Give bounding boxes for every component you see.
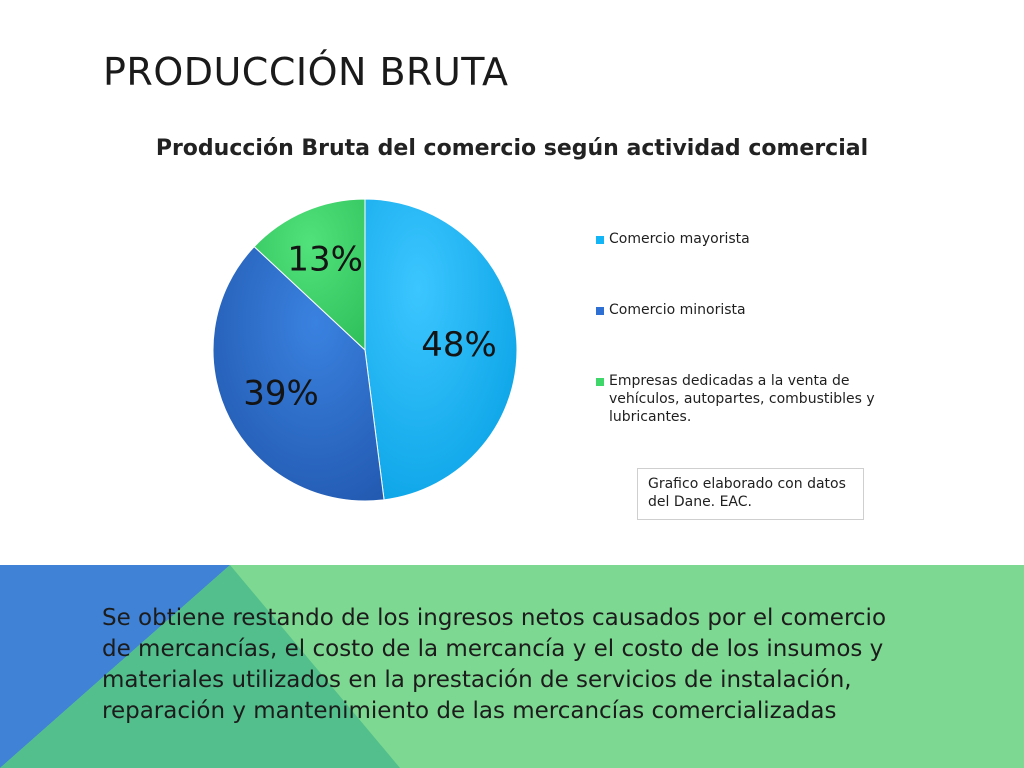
pie-data-label: 48% xyxy=(421,325,497,365)
pie-chart: 48% 39% 13% xyxy=(212,198,518,502)
pie-slice xyxy=(253,198,366,352)
legend-swatch xyxy=(596,236,604,244)
pie-data-label: 13% xyxy=(287,240,363,280)
bottom-band: Se obtiene restando de los ingresos neto… xyxy=(0,565,1024,768)
legend-item-vehiculos: Empresas dedicadas a la venta de vehícul… xyxy=(596,372,886,426)
legend-label: Comercio mayorista xyxy=(609,231,750,247)
pie-data-label: 39% xyxy=(243,374,319,414)
bottom-band-shapes xyxy=(0,565,1024,768)
legend-item-mayorista: Comercio mayorista xyxy=(596,230,886,248)
pie-slice xyxy=(212,245,385,502)
legend-swatch xyxy=(596,378,604,386)
legend-item-minorista: Comercio minorista xyxy=(596,301,886,319)
legend-label: Comercio minorista xyxy=(609,302,746,318)
chart-title: Producción Bruta del comercio según acti… xyxy=(155,136,869,161)
description-text: Se obtiene restando de los ingresos neto… xyxy=(102,605,887,724)
slide-title: PRODUCCIÓN BRUTA xyxy=(103,50,509,94)
source-note: Grafico elaborado con datos del Dane. EA… xyxy=(637,468,864,520)
legend-label: Empresas dedicadas a la venta de vehícul… xyxy=(609,373,875,425)
pie-slice xyxy=(364,198,518,501)
legend-swatch xyxy=(596,307,604,315)
